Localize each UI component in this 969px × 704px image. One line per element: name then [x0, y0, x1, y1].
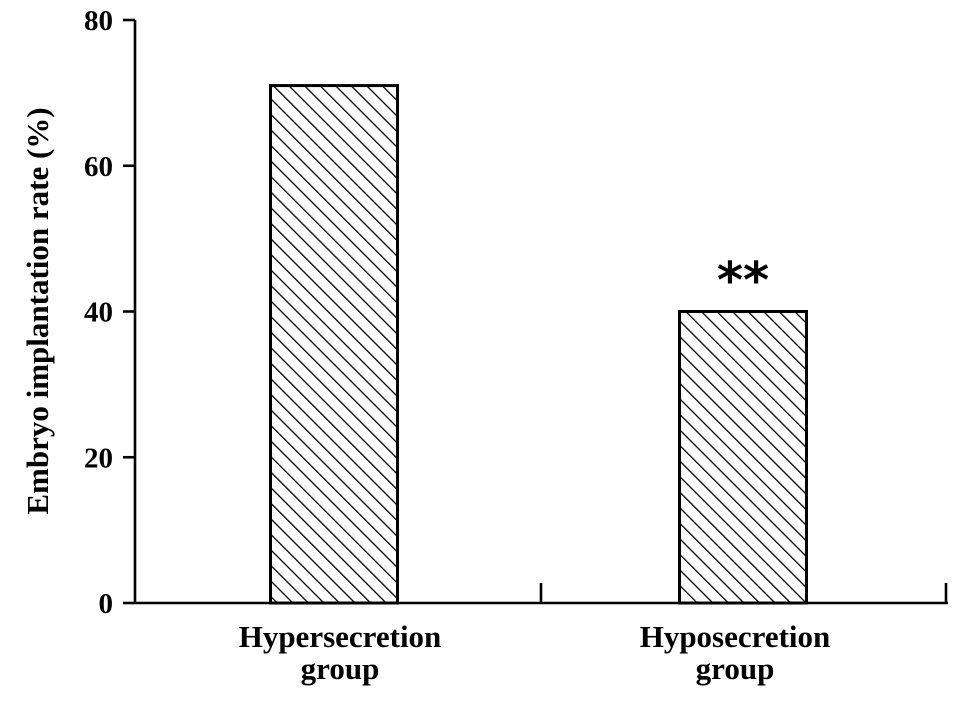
category-label: Hyposecretion	[640, 619, 831, 654]
y-tick-label: 40	[84, 297, 113, 329]
significance-annotation: **	[717, 252, 769, 310]
y-tick-label: 0	[99, 588, 114, 620]
bars-group	[269, 84, 808, 605]
category-label: group	[301, 651, 380, 686]
y-ticks-group: 0 20 40 60 80	[84, 5, 135, 620]
annotations-group: **	[717, 252, 769, 310]
bar-2	[678, 310, 808, 605]
y-tick-label: 20	[84, 442, 113, 474]
category-label: Hypersecretion	[239, 619, 442, 654]
y-tick-label: 80	[84, 5, 113, 37]
axes	[133, 20, 948, 605]
x-ticks-group	[539, 583, 948, 603]
category-label: group	[696, 651, 775, 686]
bar-1	[269, 84, 399, 605]
y-axis-title: Embryo implantation rate (%)	[20, 107, 55, 514]
y-tick-label: 60	[84, 151, 113, 183]
